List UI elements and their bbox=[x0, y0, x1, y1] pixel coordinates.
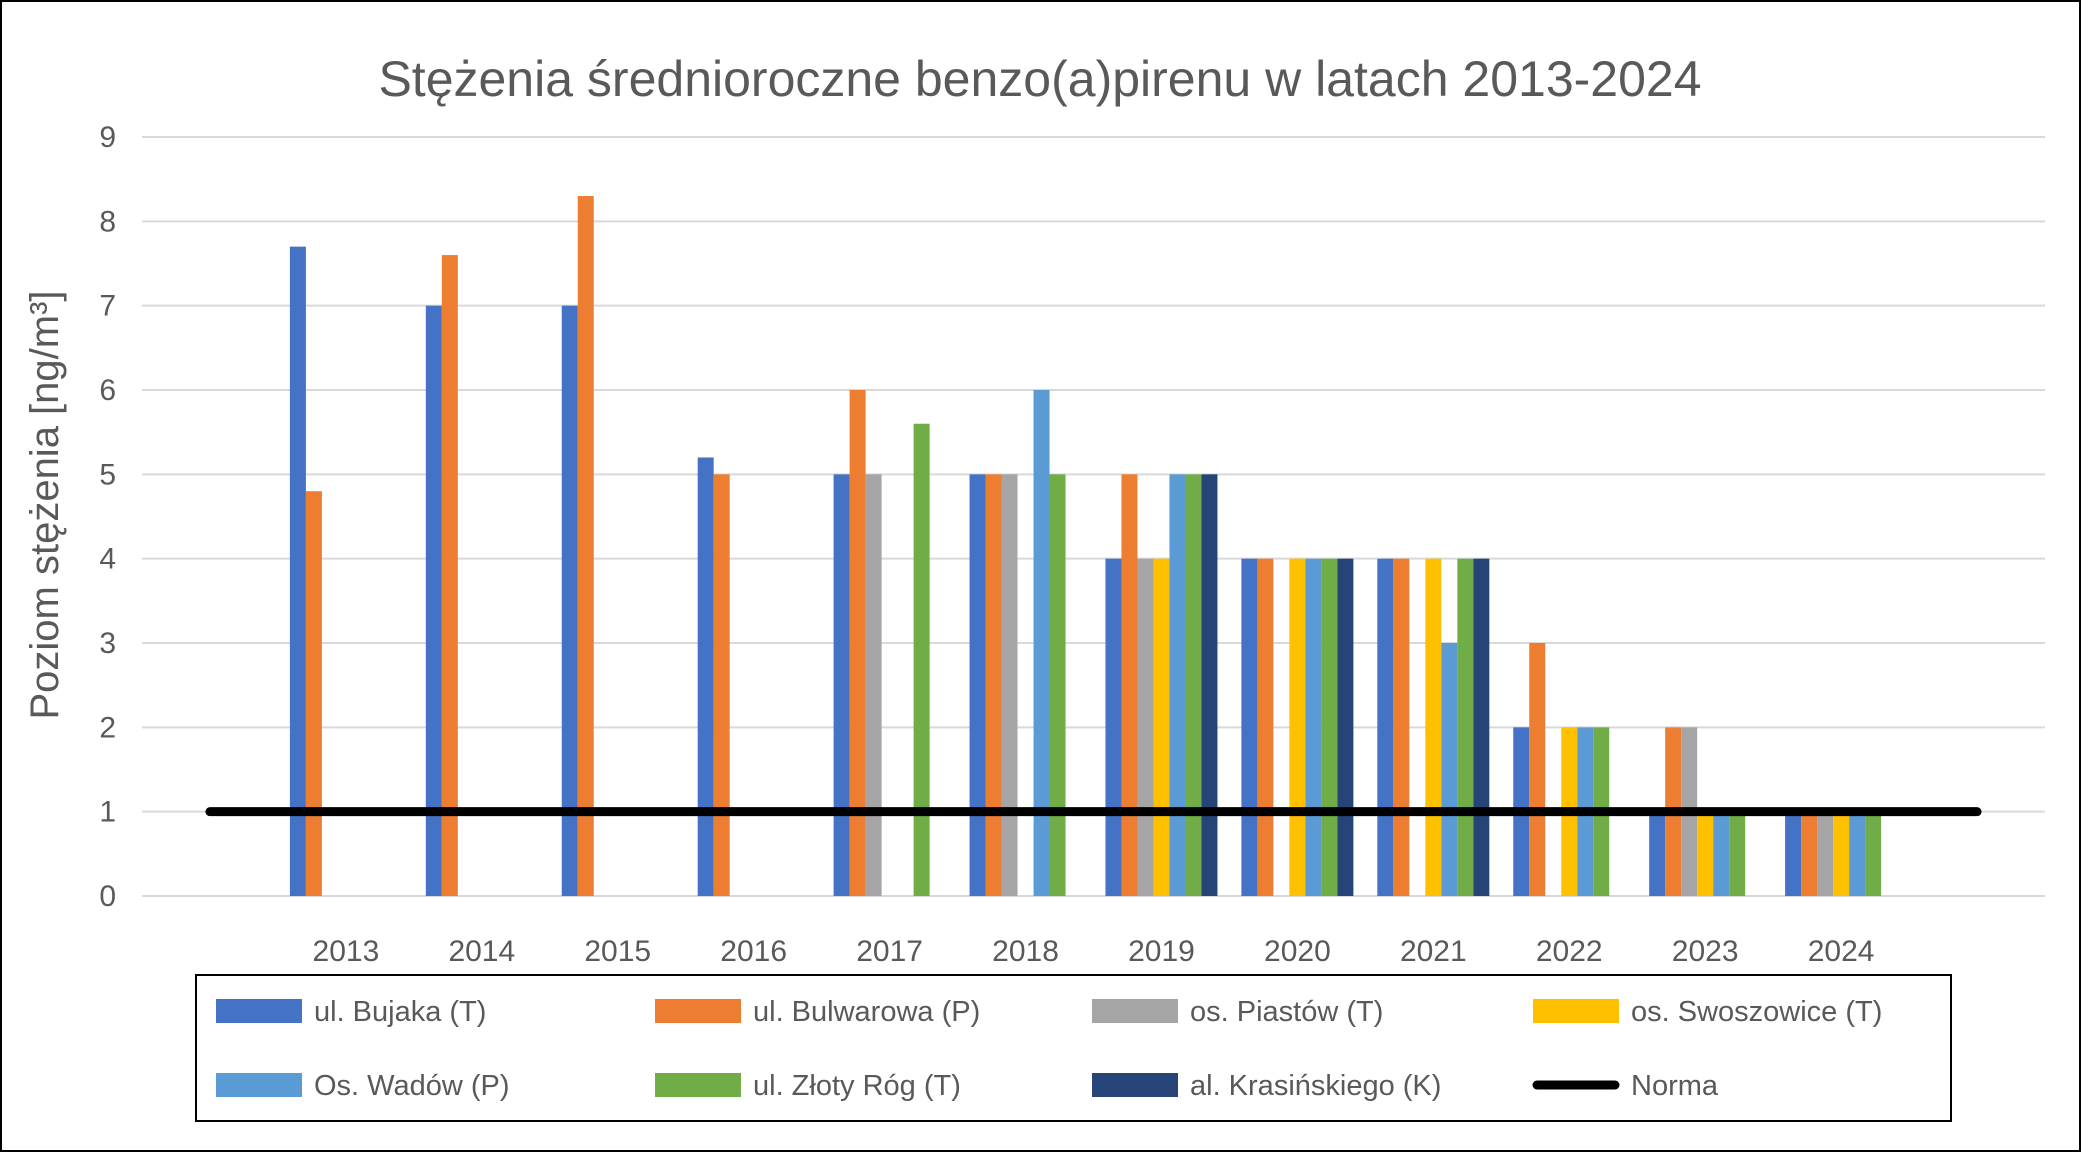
bar-2013-series-1 bbox=[305, 491, 322, 896]
bar-2019-series-4 bbox=[1169, 474, 1186, 896]
bar-2018-series-0 bbox=[969, 474, 986, 896]
bar-2017-series-1 bbox=[849, 390, 866, 896]
x-tick-label: 2016 bbox=[720, 935, 787, 968]
bar-2020-series-3 bbox=[1289, 558, 1306, 896]
y-axis-label: Poziom stężenia [ng/m³] bbox=[23, 290, 67, 719]
bar-2016-series-1 bbox=[713, 474, 730, 896]
bar-2023-series-4 bbox=[1713, 811, 1730, 896]
x-tick-label: 2022 bbox=[1536, 935, 1603, 968]
bar-2020-series-6 bbox=[1337, 558, 1354, 896]
y-tick-label: 5 bbox=[99, 458, 116, 491]
bar-2021-series-3 bbox=[1425, 558, 1442, 896]
x-tick-label: 2013 bbox=[313, 935, 380, 968]
bar-2019-series-3 bbox=[1153, 558, 1170, 896]
legend-swatch bbox=[216, 999, 302, 1023]
bar-2018-series-5 bbox=[1049, 474, 1066, 896]
x-tick-label: 2023 bbox=[1672, 935, 1739, 968]
bar-2019-series-1 bbox=[1121, 474, 1138, 896]
bar-2016-series-0 bbox=[697, 457, 714, 896]
y-tick-label: 3 bbox=[99, 627, 116, 660]
bar-2018-series-4 bbox=[1033, 390, 1050, 896]
bar-2019-series-2 bbox=[1137, 558, 1154, 896]
bar-2020-series-1 bbox=[1257, 558, 1274, 896]
x-tick-label: 2017 bbox=[856, 935, 923, 968]
bar-2017-series-2 bbox=[865, 474, 882, 896]
bar-2024-series-3 bbox=[1833, 811, 1850, 896]
legend-label: Norma bbox=[1631, 1070, 1719, 1102]
legend: ul. Bujaka (T) ul. Bulwarowa (P) os. Piast… bbox=[216, 996, 1882, 1102]
bar-2014-series-1 bbox=[441, 255, 458, 897]
legend-swatch bbox=[1533, 999, 1619, 1023]
bar-2018-series-2 bbox=[1001, 474, 1018, 896]
x-tick-label: 2014 bbox=[448, 935, 515, 968]
x-tick-label: 2018 bbox=[992, 935, 1059, 968]
legend-swatch bbox=[1092, 1073, 1178, 1097]
bar-2024-series-5 bbox=[1865, 811, 1882, 896]
bar-2021-series-6 bbox=[1473, 558, 1490, 896]
bar-2024-series-2 bbox=[1817, 811, 1834, 896]
y-tick-label: 2 bbox=[99, 711, 116, 744]
legend-label: os. Swoszowice (T) bbox=[1631, 996, 1882, 1028]
bar-2024-series-4 bbox=[1849, 811, 1866, 896]
x-tick-label: 2019 bbox=[1128, 935, 1195, 968]
bar-2020-series-4 bbox=[1305, 558, 1322, 896]
bar-2021-series-5 bbox=[1457, 558, 1474, 896]
x-tick-label: 2015 bbox=[584, 935, 651, 968]
bar-2021-series-1 bbox=[1393, 558, 1410, 896]
bar-2021-series-0 bbox=[1377, 558, 1394, 896]
bar-2020-series-0 bbox=[1241, 558, 1258, 896]
bar-2019-series-0 bbox=[1105, 558, 1122, 896]
legend-label: ul. Bujaka (T) bbox=[314, 996, 486, 1028]
legend-swatch bbox=[655, 1073, 741, 1097]
bar-2017-series-0 bbox=[833, 474, 850, 896]
legend-label: ul. Złoty Róg (T) bbox=[753, 1070, 961, 1102]
legend-swatch bbox=[216, 1073, 302, 1097]
bar-2022-series-1 bbox=[1529, 643, 1546, 896]
legend-swatch bbox=[655, 999, 741, 1023]
y-tick-label: 8 bbox=[99, 205, 116, 238]
x-tick-label: 2021 bbox=[1400, 935, 1467, 968]
x-tick-label: 2024 bbox=[1808, 935, 1875, 968]
y-tick-label: 1 bbox=[99, 796, 116, 829]
legend-swatch bbox=[1092, 999, 1178, 1023]
bar-2023-series-3 bbox=[1697, 811, 1714, 896]
y-tick-label: 4 bbox=[99, 543, 116, 576]
bar-2015-series-1 bbox=[577, 196, 594, 897]
bar-2024-series-0 bbox=[1785, 811, 1802, 896]
legend-label: al. Krasińskiego (K) bbox=[1190, 1070, 1441, 1102]
y-tick-label: 6 bbox=[99, 374, 116, 407]
legend-label: ul. Bulwarowa (P) bbox=[753, 996, 980, 1028]
y-tick-label: 0 bbox=[99, 880, 116, 913]
legend-label: Os. Wadów (P) bbox=[314, 1070, 510, 1102]
bar-2023-series-5 bbox=[1729, 811, 1746, 896]
bar-2019-series-6 bbox=[1201, 474, 1218, 896]
bar-2020-series-5 bbox=[1321, 558, 1338, 896]
bar-2018-series-1 bbox=[985, 474, 1002, 896]
chart-title: Stężenia średnioroczne benzo(a)pirenu w … bbox=[378, 51, 1701, 107]
bar-2017-series-5 bbox=[913, 423, 930, 896]
bar-2014-series-0 bbox=[425, 305, 442, 897]
x-tick-label: 2020 bbox=[1264, 935, 1331, 968]
bar-2021-series-4 bbox=[1441, 643, 1458, 896]
y-tick-label: 9 bbox=[99, 121, 116, 154]
bar-2024-series-1 bbox=[1801, 811, 1818, 896]
legend-label: os. Piastów (T) bbox=[1190, 996, 1383, 1028]
bar-2013-series-0 bbox=[289, 246, 306, 897]
y-tick-label: 7 bbox=[99, 290, 116, 323]
legend-box bbox=[195, 974, 1952, 1122]
bar-2023-series-0 bbox=[1649, 811, 1666, 896]
bar-2015-series-0 bbox=[561, 305, 578, 897]
bar-2019-series-5 bbox=[1185, 474, 1202, 896]
